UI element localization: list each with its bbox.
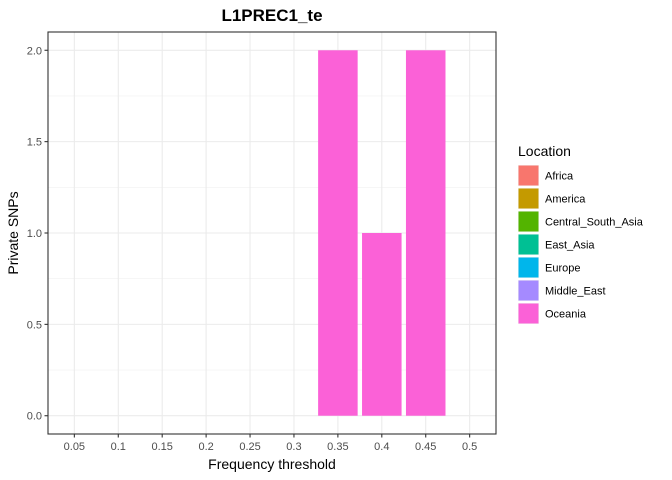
legend-label-oceania: Oceania bbox=[545, 309, 587, 321]
legend-key-africa bbox=[518, 165, 539, 186]
y-tick-label: 1.0 bbox=[27, 228, 42, 240]
chart-title: L1PREC1_te bbox=[221, 6, 322, 25]
y-tick-label: 2.0 bbox=[27, 45, 42, 57]
x-tick-label: 0.45 bbox=[415, 441, 436, 453]
plot-panel: 0.0 0.5 1.0 1.5 2.0 0.05 0.1 0.15 0.2 0.25 0.3 0.35… bbox=[27, 31, 497, 453]
y-tick-label: 1.5 bbox=[27, 137, 42, 149]
bar-oceania-0.4 bbox=[362, 233, 402, 416]
legend-key-oceania bbox=[518, 303, 539, 324]
y-tick-label: 0.5 bbox=[27, 319, 42, 331]
y-tick-label: 0.0 bbox=[27, 411, 42, 423]
legend-label-africa: Africa bbox=[545, 171, 574, 183]
bar-oceania-0.45 bbox=[405, 50, 446, 416]
bar-oceania-0.35 bbox=[318, 50, 358, 416]
legend-key-east-asia bbox=[518, 234, 539, 255]
legend-key-middle-east bbox=[518, 280, 539, 301]
x-tick-label: 0.15 bbox=[151, 441, 172, 453]
legend-label-east-asia: East_Asia bbox=[545, 240, 595, 252]
legend-label-america: America bbox=[545, 194, 586, 206]
x-tick-label: 0.4 bbox=[374, 441, 389, 453]
legend: Location Africa America Central_South_Asia… bbox=[518, 143, 644, 324]
legend-key-america bbox=[518, 188, 539, 209]
legend-label-middle-east: Middle_East bbox=[545, 286, 606, 298]
x-tick-label: 0.35 bbox=[327, 441, 348, 453]
x-tick-label: 0.25 bbox=[239, 441, 260, 453]
x-tick-label: 0.1 bbox=[111, 441, 126, 453]
legend-key-europe bbox=[518, 257, 539, 278]
x-tick-label: 0.5 bbox=[462, 441, 477, 453]
x-tick-label: 0.05 bbox=[64, 441, 85, 453]
y-axis-title: Private SNPs bbox=[5, 191, 21, 274]
legend-title: Location bbox=[518, 143, 571, 159]
x-tick-label: 0.2 bbox=[198, 441, 213, 453]
legend-label-central-south-asia: Central_South_Asia bbox=[545, 217, 644, 229]
legend-label-europe: Europe bbox=[545, 263, 580, 275]
legend-key-central-south-asia bbox=[518, 211, 539, 232]
x-tick-label: 0.3 bbox=[286, 441, 301, 453]
x-axis-title: Frequency threshold bbox=[208, 456, 336, 472]
